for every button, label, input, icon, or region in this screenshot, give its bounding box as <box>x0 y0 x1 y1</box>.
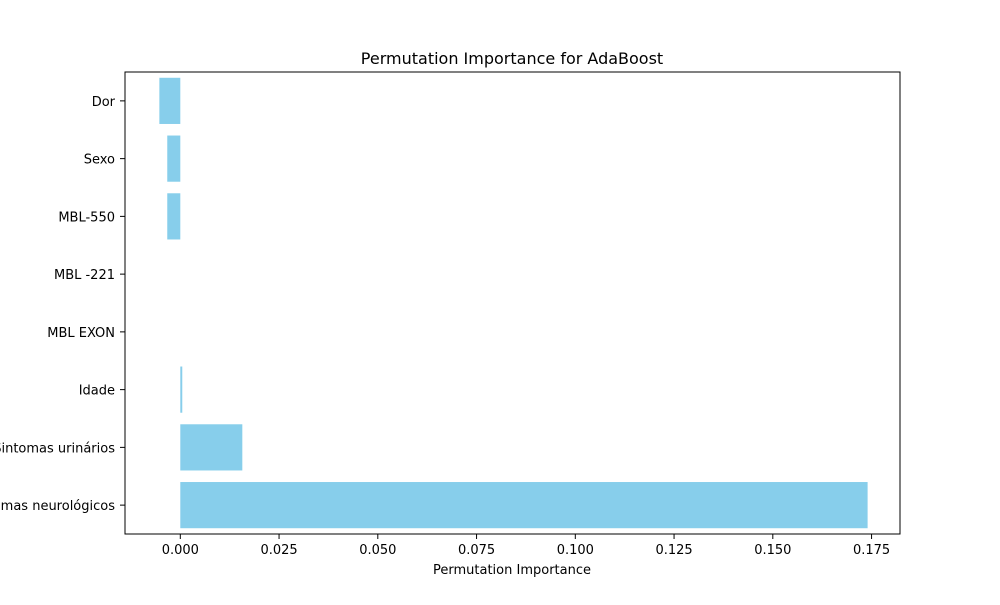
y-tick-label: MBL-550 <box>58 210 115 225</box>
x-axis-label: Permutation Importance <box>433 563 591 578</box>
bar-1 <box>159 77 181 124</box>
bar-3 <box>167 193 181 240</box>
y-tick-label: Sexo <box>84 153 115 168</box>
x-tick-label: 0.100 <box>557 543 594 558</box>
y-tick-label: Idade <box>79 384 115 399</box>
y-tick-label: Dor <box>92 95 116 110</box>
y-tick-label: MBL EXON <box>47 326 115 341</box>
bar-2 <box>167 135 181 182</box>
bar-6 <box>180 366 183 413</box>
plot-frame <box>124 71 901 535</box>
x-tick-label: 0.025 <box>260 543 297 558</box>
chart-title: Permutation Importance for AdaBoost <box>361 49 663 68</box>
y-tick-label: Sintomas neurológicos <box>0 499 115 514</box>
x-tick-label: 0.050 <box>359 543 396 558</box>
x-tick-label: 0.075 <box>458 543 495 558</box>
x-tick-label: 0.150 <box>754 543 791 558</box>
y-axis: Dor Sexo MBL-550 MBL -221 MBL EXON Idade Sinto… <box>0 95 125 514</box>
x-tick-label: 0.175 <box>853 543 890 558</box>
x-tick-label: 0.125 <box>655 543 692 558</box>
y-tick-label: Sintomas urinários <box>0 441 115 456</box>
bars-layer <box>159 77 868 529</box>
y-tick-label: MBL -221 <box>54 268 115 283</box>
x-tick-label: 0.000 <box>162 543 199 558</box>
bar-8 <box>180 482 868 529</box>
x-axis: 0.000 0.025 0.050 0.075 0.100 0.125 0.150 0.175 <box>162 534 890 558</box>
bar-7 <box>180 424 243 471</box>
